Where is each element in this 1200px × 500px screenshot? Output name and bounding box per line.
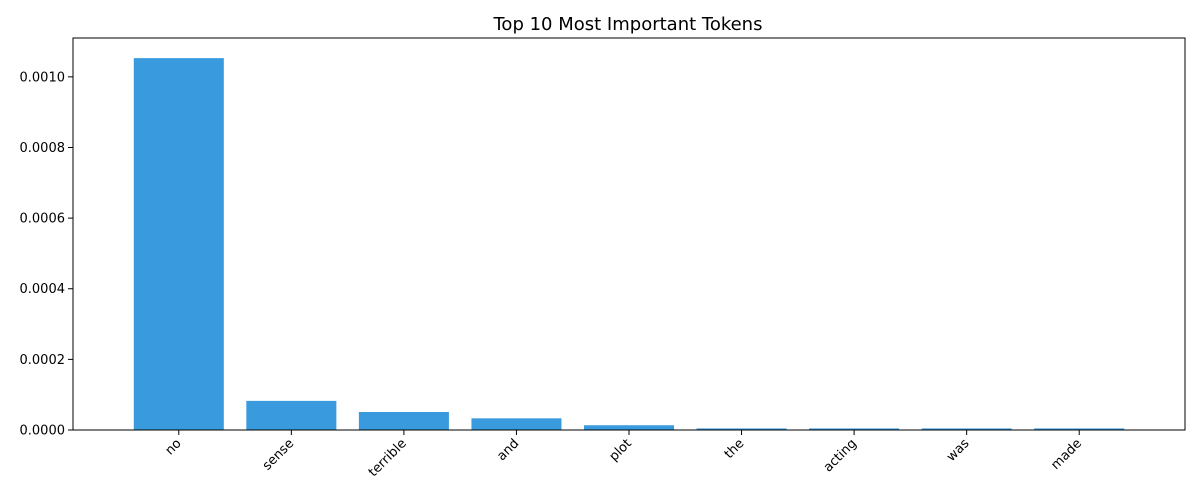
- x-tick-label: plot: [607, 436, 635, 464]
- y-tick-label: 0.0010: [20, 70, 66, 85]
- y-tick-label: 0.0008: [20, 141, 66, 156]
- x-tick-label: sense: [260, 436, 297, 473]
- bars: [133, 58, 1125, 430]
- y-tick-label: 0.0002: [20, 353, 66, 368]
- bar-terrible: [358, 411, 449, 430]
- bar-plot: [583, 425, 675, 430]
- bar-acting: [809, 428, 900, 430]
- y-tick-label: 0.0006: [20, 212, 66, 227]
- x-tick-label: and: [494, 436, 522, 464]
- y-tick-label: 0.0004: [20, 282, 66, 297]
- x-tick-label: made: [1048, 436, 1085, 473]
- plot-frame: [72, 37, 1186, 431]
- x-tick-label: terrible: [366, 436, 410, 480]
- x-tick-label: acting: [821, 436, 860, 475]
- y-tick-label: 0.0000: [20, 424, 66, 439]
- x-axis: no sense terrible and plot the acting was made: [163, 430, 1085, 480]
- bar-sense: [246, 400, 337, 430]
- y-axis: 0.0000 0.0002 0.0004 0.0006 0.0008 0.0010: [20, 70, 73, 439]
- bar-made: [1034, 428, 1125, 430]
- x-tick-label: no: [163, 436, 185, 458]
- bar-the: [696, 428, 787, 430]
- bar-and: [471, 418, 562, 430]
- chart-title: Top 10 Most Important Tokens: [493, 14, 763, 35]
- bar-was: [921, 428, 1012, 430]
- bar-no: [133, 58, 224, 430]
- x-tick-label: was: [944, 436, 973, 465]
- x-tick-label: the: [722, 436, 748, 462]
